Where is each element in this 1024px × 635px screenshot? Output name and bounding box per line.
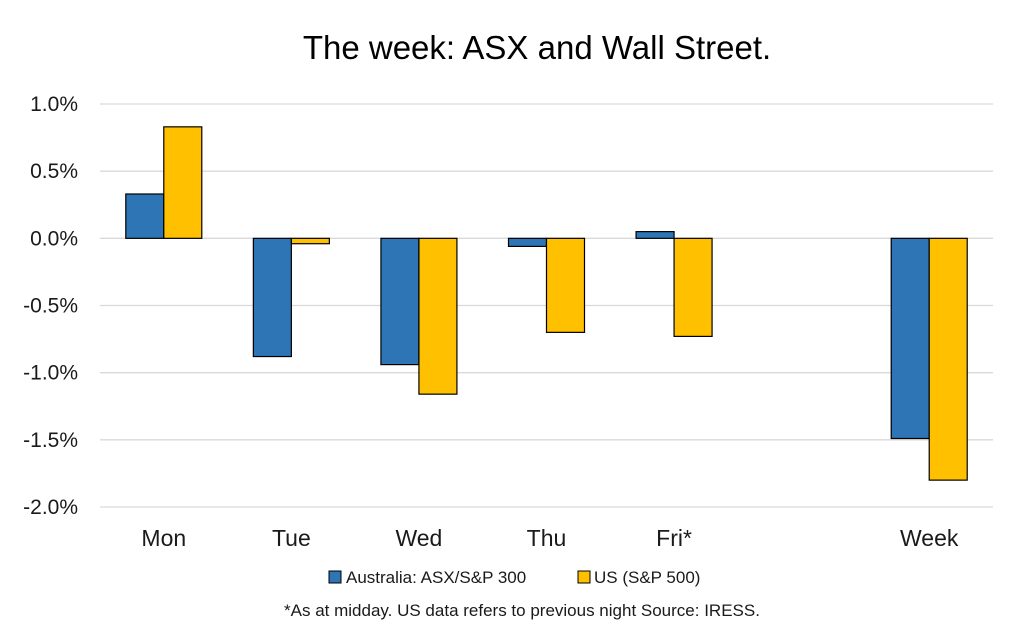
y-tick-label: -2.0% [23,496,78,519]
chart-title: The week: ASX and Wall Street. [303,29,771,66]
bar-australia-fri [635,231,675,239]
x-category-label: Thu [527,525,567,551]
bar-australia-thu [507,237,548,247]
legend-swatch-us [577,570,591,584]
y-tick-label: -1.0% [23,362,78,385]
x-axis-category-labels: Mon Tue Wed Thu Fri* Week [141,525,958,551]
legend-label-australia: Australia: ASX/S&P 300 [346,568,526,587]
bars [125,126,968,481]
bar-us-week [928,237,968,481]
y-tick-label: 0.0% [30,227,78,250]
bar-australia-mon [125,193,165,239]
y-tick-label: -1.5% [23,429,78,452]
x-category-label: Fri* [656,525,692,551]
bar-us-fri [673,237,713,337]
legend: Australia: ASX/S&P 300 US (S&P 500) [328,568,700,587]
x-category-label: Tue [272,525,311,551]
footnote: *As at midday. US data refers to previou… [284,601,760,620]
bar-us-mon [163,126,203,239]
legend-label-us: US (S&P 500) [594,568,700,587]
bar-us-wed [418,237,458,395]
x-category-label: Week [900,525,959,551]
bar-australia-week [890,237,930,440]
bar-us-thu [545,237,586,333]
bar-us-tue [290,237,330,245]
legend-swatch-australia [328,570,342,584]
y-tick-label: -0.5% [23,295,78,318]
y-axis-tick-labels: 1.0% 0.5% 0.0% -0.5% -1.0% -1.5% -2.0% [23,93,78,519]
x-category-label: Mon [141,525,186,551]
y-tick-label: 1.0% [30,93,78,116]
x-category-label: Wed [395,525,442,551]
bar-australia-wed [380,237,420,366]
bar-australia-tue [252,237,292,358]
y-tick-label: 0.5% [30,160,78,183]
